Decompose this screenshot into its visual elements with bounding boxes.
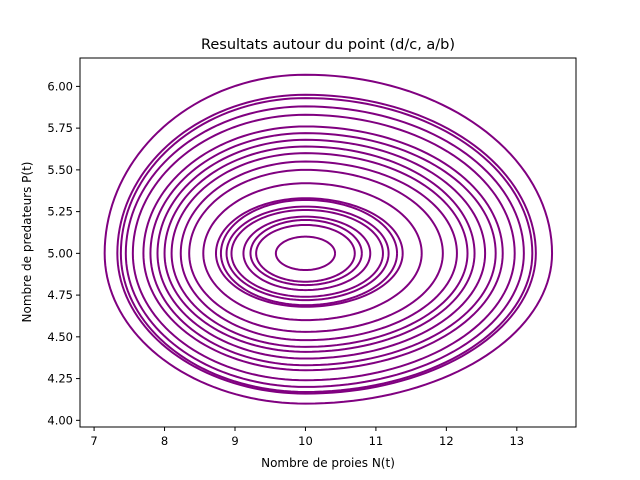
orbit-line-19 bbox=[119, 97, 534, 393]
x-axis-label: Nombre de proies N(t) bbox=[261, 456, 395, 470]
orbit-line-14 bbox=[156, 138, 487, 360]
orbit-line-11 bbox=[179, 160, 458, 342]
orbit-group bbox=[103, 73, 554, 405]
x-tick-label: 8 bbox=[161, 434, 168, 448]
y-tick-label: 4.50 bbox=[47, 330, 73, 344]
orbit-line-7 bbox=[219, 198, 399, 307]
x-tick-label: 11 bbox=[369, 434, 384, 448]
y-axis: 4.00 4.25 4.50 4.75 5.00 5.25 5.50 5.75 6.00 bbox=[47, 79, 80, 427]
orbit-line-12 bbox=[170, 152, 469, 348]
orbit-line-6 bbox=[225, 205, 390, 302]
orbit-line-5 bbox=[230, 208, 384, 298]
y-tick-label: 4.75 bbox=[47, 288, 73, 302]
y-tick-label: 5.25 bbox=[47, 205, 73, 219]
orbit-line-15 bbox=[149, 132, 497, 367]
y-tick-label: 5.00 bbox=[47, 246, 73, 260]
orbit-line-1 bbox=[274, 235, 337, 272]
y-tick-label: 5.50 bbox=[47, 163, 73, 177]
x-tick-label: 13 bbox=[509, 434, 524, 448]
x-tick-label: 12 bbox=[439, 434, 454, 448]
x-tick-label: 7 bbox=[90, 434, 97, 448]
orbit-line-20 bbox=[116, 93, 537, 395]
orbit-line-13 bbox=[163, 145, 476, 353]
orbit-line-10 bbox=[188, 168, 444, 333]
y-tick-label: 5.75 bbox=[47, 121, 73, 135]
orbit-line-17 bbox=[131, 113, 516, 382]
x-tick-label: 10 bbox=[298, 434, 313, 448]
orbit-line-18 bbox=[124, 105, 525, 388]
x-tick-label: 9 bbox=[231, 434, 238, 448]
chart-title: Resultats autour du point (d/c, a/b) bbox=[201, 37, 455, 53]
orbit-line-4 bbox=[242, 215, 372, 292]
y-axis-label: Nombre de predateurs P(t) bbox=[20, 162, 34, 323]
orbit-line-2 bbox=[255, 223, 356, 283]
plot-frame bbox=[79, 57, 577, 428]
orbit-line-21 bbox=[103, 73, 554, 405]
orbit-line-16 bbox=[142, 125, 504, 372]
orbit-line-3 bbox=[249, 218, 363, 287]
orbit-line-8 bbox=[214, 197, 404, 308]
y-tick-label: 4.00 bbox=[47, 413, 73, 427]
x-axis: 7 8 9 10 11 12 13 bbox=[90, 427, 524, 448]
y-tick-label: 6.00 bbox=[47, 79, 73, 93]
orbit-line-9 bbox=[202, 182, 423, 322]
y-tick-label: 4.25 bbox=[47, 372, 73, 386]
